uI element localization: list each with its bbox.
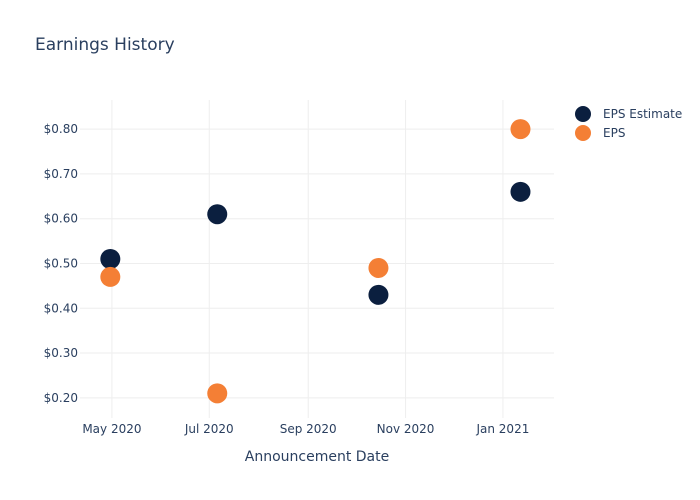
y-tick-label: $0.20 bbox=[44, 391, 78, 405]
data-points bbox=[100, 119, 531, 404]
y-axis-ticks: $0.20 $0.30 $0.40 $0.50 $0.60 $0.70 $0.80 bbox=[44, 122, 78, 405]
y-tick-label: $0.60 bbox=[44, 212, 78, 226]
x-tick-label: May 2020 bbox=[82, 422, 141, 436]
eps-point[interactable] bbox=[207, 383, 228, 404]
y-tick-label: $0.40 bbox=[44, 301, 78, 315]
eps-estimate-point[interactable] bbox=[207, 204, 228, 225]
legend-marker bbox=[575, 125, 591, 141]
legend-label: EPS bbox=[603, 126, 625, 140]
legend-item-eps[interactable]: EPS bbox=[575, 125, 625, 141]
x-tick-label: Jul 2020 bbox=[184, 422, 234, 436]
legend-item-eps-estimate[interactable]: EPS Estimate bbox=[575, 106, 682, 122]
chart-title: Earnings History bbox=[35, 35, 175, 55]
x-axis-title: Announcement Date bbox=[245, 449, 389, 465]
legend: EPS Estimate EPS bbox=[575, 106, 682, 141]
legend-label: EPS Estimate bbox=[603, 107, 682, 121]
x-tick-label: Nov 2020 bbox=[377, 422, 435, 436]
eps-estimate-point[interactable] bbox=[510, 181, 531, 202]
y-tick-label: $0.80 bbox=[44, 122, 78, 136]
y-tick-label: $0.50 bbox=[44, 256, 78, 270]
y-tick-label: $0.70 bbox=[44, 167, 78, 181]
x-tick-label: Sep 2020 bbox=[280, 422, 337, 436]
eps-point[interactable] bbox=[510, 119, 531, 140]
grid bbox=[80, 100, 554, 418]
x-tick-label: Jan 2021 bbox=[475, 422, 529, 436]
legend-marker bbox=[575, 106, 591, 122]
eps-estimate-point[interactable] bbox=[368, 284, 389, 305]
eps-point[interactable] bbox=[368, 257, 389, 278]
eps-estimate-point[interactable] bbox=[100, 249, 121, 269]
y-tick-label: $0.30 bbox=[44, 346, 78, 360]
eps-point[interactable] bbox=[100, 266, 121, 287]
x-axis-ticks: May 2020 Jul 2020 Sep 2020 Nov 2020 Jan 2021 bbox=[82, 422, 529, 436]
